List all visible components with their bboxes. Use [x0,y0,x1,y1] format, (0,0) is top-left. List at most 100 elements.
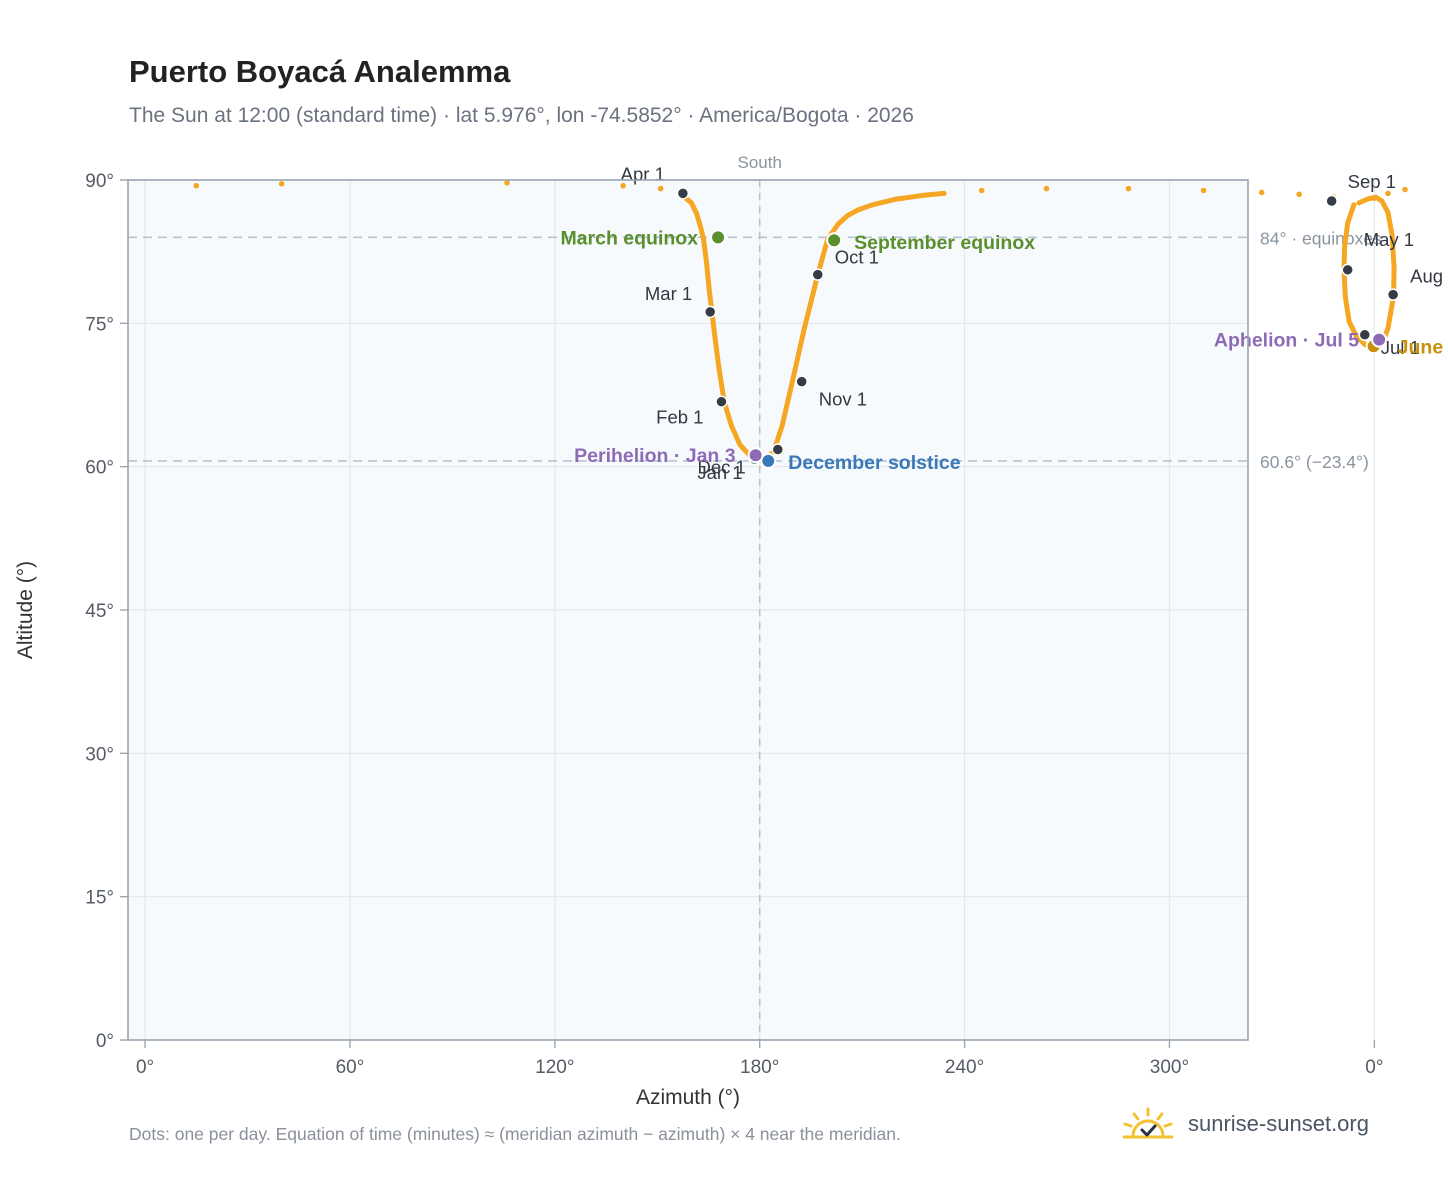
event-label-perihelion-jan-3: Perihelion · Jan 3 [574,445,736,467]
reference-line-label: South [737,153,781,172]
month-markers: Jan 1 Feb 1 Mar 1 Apr 1 May 1 Jul 1 Aug 1 Sep 1… [621,163,1448,483]
event-label-december-solstice: December solstice [788,452,960,474]
chart-title: Puerto Boyacá Analemma [129,54,511,89]
daily-dot [1346,319,1352,324]
brand-logo[interactable]: sunrise-sunset.org [1120,1102,1369,1146]
daily-dot [1296,191,1303,198]
event-marker-september-equinox [826,232,843,249]
daily-dot [1385,325,1391,331]
month-label-jan-1: Jan 1 [697,462,742,483]
y-tick-label: 30° [85,744,114,765]
daily-dot [893,196,899,202]
daily-dot [712,335,718,341]
daily-dot [704,258,709,264]
month-marker-dec-1 [771,443,785,456]
daily-dot [1345,220,1351,226]
daily-dot [1385,190,1391,197]
month-marker-may-1 [1341,263,1354,277]
daily-dot [700,235,706,241]
month-label-nov-1: Nov 1 [819,389,867,410]
daily-dot [845,212,851,218]
daily-dot [1125,185,1132,192]
y-tick-label: 60° [85,458,114,479]
daily-dot [657,185,664,192]
x-tick-label: 120° [535,1057,574,1078]
y-tick-label: 15° [85,888,114,909]
event-marker-march-equinox [710,229,727,246]
x-tick-label: 0° [136,1057,154,1078]
daily-dot [689,200,694,206]
month-marker-aug-1 [1386,288,1400,301]
daily-dot [193,182,200,189]
month-label-sep-1: Sep 1 [1348,171,1396,192]
daily-dot [716,363,722,369]
daily-dot [728,423,734,428]
x-tick-label: 300° [1150,1057,1189,1078]
event-label-march-equinox: March equinox [560,227,698,249]
daily-dot [978,187,985,194]
month-label-may-1: May 1 [1364,229,1414,250]
daily-dot [697,223,703,229]
month-label-dec-1: Dec 1 [697,456,745,477]
daily-dot [1379,198,1385,204]
daily-dot [1402,186,1408,193]
daily-dot [856,207,862,213]
daily-dot [1391,265,1397,271]
daily-dot [278,181,285,187]
month-label-apr-1: Apr 1 [621,163,665,184]
daily-dot [1389,233,1395,238]
daily-dot [706,287,712,293]
event-marker-aphelion-jul-5 [1371,331,1388,348]
daily-dot [694,211,699,216]
daily-dot [1385,210,1391,215]
month-label-mar-1: Mar 1 [645,283,692,304]
daily-dot [802,325,807,331]
daily-dot [869,202,875,208]
event-label-aphelion-jul-5: Aphelion · Jul 5 [1214,330,1359,352]
reference-lines: South 84° · equinoxes 60.6° (−23.4°) [128,153,1382,1040]
daily-dot [1365,196,1370,202]
month-label-oct-1: Oct 1 [835,247,879,268]
footnote: Dots: one per day. Equation of time (min… [129,1124,901,1144]
x-tick-label: 180° [740,1057,779,1078]
x-tick-label: 0° [1365,1057,1383,1078]
event-label-june-solstice: June solstice [1398,336,1448,358]
month-marker-oct-1 [811,268,825,281]
daily-dot [1356,200,1362,206]
daily-dot [1351,202,1357,208]
month-label-jul-1: Jul 1 [1381,337,1420,358]
daily-dot [620,182,626,189]
event-marker-perihelion-jan-3 [747,447,764,464]
x-tick-label: 240° [945,1057,984,1078]
month-marker-feb-1 [715,395,728,408]
daily-dot [779,423,785,428]
reference-line-label: 60.6° (−23.4°) [1260,452,1369,472]
daily-dot [835,221,841,227]
y-axis-label: Altitude (°) [14,561,37,659]
reference-line-label: 84° · equinoxes [1260,228,1382,248]
month-label-aug-1: Aug 1 [1410,266,1448,287]
month-marker-nov-1 [795,375,808,388]
daily-dot [789,380,795,385]
y-tick-label: 75° [85,314,114,335]
month-marker-sep-1 [1325,194,1338,208]
month-marker-mar-1 [703,305,717,319]
brand-name: sunrise-sunset.org [1188,1111,1369,1136]
daily-dot [1371,195,1378,201]
y-tick-label: 0° [96,1031,114,1052]
daily-dot [921,192,927,198]
daily-dot [1043,185,1050,192]
event-label-september-equinox: September equinox [854,232,1035,254]
month-marker-apr-1 [676,187,690,200]
daily-dot [941,190,947,196]
event-marker-december-solstice [760,452,777,469]
daily-dot [504,180,510,186]
x-tick-label: 60° [336,1057,365,1078]
daily-dot [1353,332,1358,338]
daily-dot [737,442,743,448]
daily-dot [1258,189,1265,196]
daily-dot [1342,294,1348,299]
month-label-feb-1: Feb 1 [656,407,703,428]
daily-dot [1342,244,1348,250]
